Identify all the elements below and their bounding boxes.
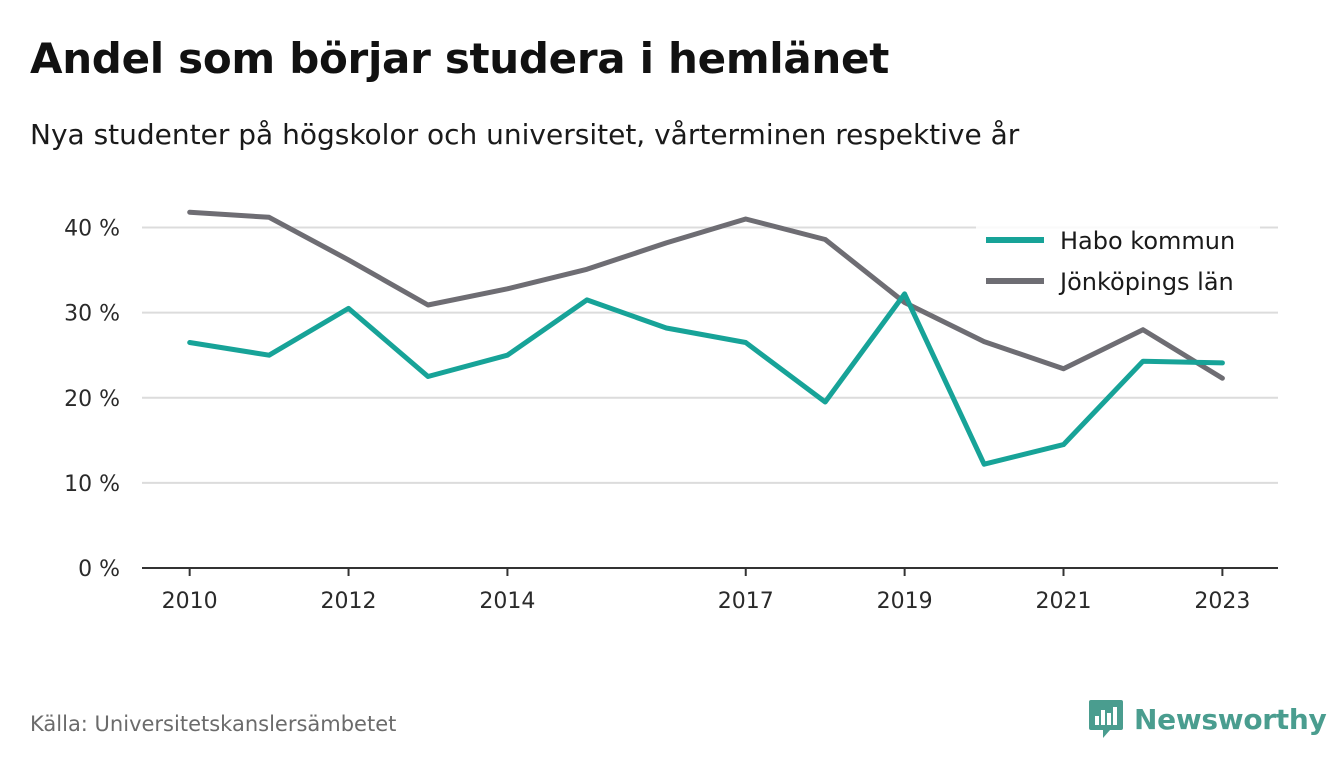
source-note: Källa: Universitetskanslersämbetet	[30, 712, 397, 736]
x-tick-label: 2019	[877, 589, 933, 614]
y-tick-label: 40 %	[64, 217, 120, 242]
series-line	[187, 209, 1225, 381]
x-tick-label: 2017	[718, 589, 774, 614]
x-tick-label: 2023	[1194, 589, 1250, 614]
chart-subtitle: Nya studenter på högskolor och universit…	[30, 118, 1020, 151]
line-chart: 0 % 10 % 20 % 30 % 40 % 2010 2012 2014 2017 2019 2…	[64, 209, 1278, 614]
y-tick-label: 30 %	[64, 302, 120, 327]
legend-background	[976, 218, 1260, 304]
legend: Habo kommun Jönköpings län	[976, 218, 1260, 304]
x-tick-label: 2014	[479, 589, 535, 614]
legend-label: Habo kommun	[1060, 227, 1235, 255]
series-lines	[187, 209, 1225, 467]
x-tick-label: 2021	[1036, 589, 1092, 614]
y-tick-label: 0 %	[78, 557, 120, 582]
legend-label: Jönköpings län	[1058, 268, 1234, 296]
series-line	[187, 291, 1225, 467]
chart-title: Andel som börjar studera i hemlänet	[30, 34, 889, 83]
brand-logo: Newsworthy	[1088, 698, 1327, 740]
newsworthy-logo-icon	[1089, 700, 1123, 738]
brand-name: Newsworthy	[1134, 702, 1327, 736]
y-tick-label: 20 %	[64, 387, 120, 412]
axes: 0 % 10 % 20 % 30 % 40 % 2010 2012 2014 2017 2019 2…	[64, 217, 1278, 614]
y-tick-label: 10 %	[64, 472, 120, 497]
x-tick-label: 2012	[321, 589, 377, 614]
x-tick-label: 2010	[162, 589, 218, 614]
